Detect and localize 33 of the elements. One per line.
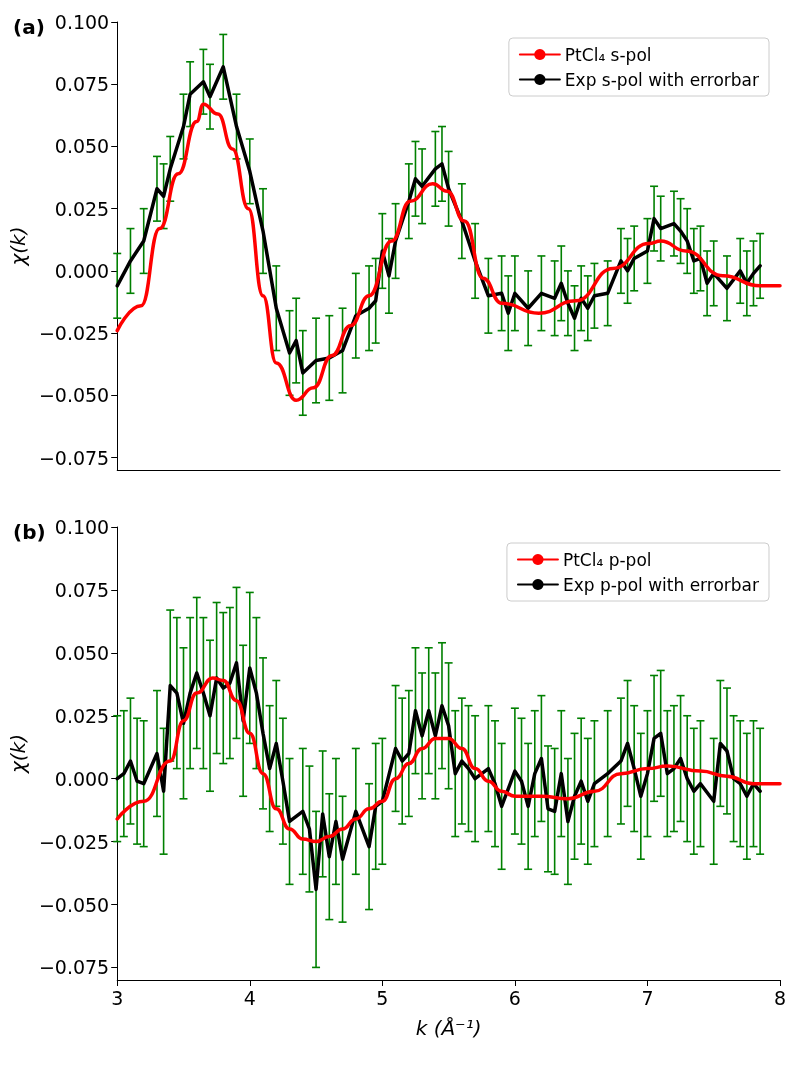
y-tick-label: −0.025: [38, 830, 110, 853]
y-axis-title: χ(k): [6, 733, 30, 775]
y-tick-label: 0.100: [54, 11, 110, 33]
y-tick-label: 0.000: [54, 259, 110, 282]
line-series: [115, 676, 782, 844]
y-tick-label: 0.075: [54, 73, 110, 96]
chart-title: (b): [13, 520, 46, 544]
x-tick-label: 6: [508, 986, 521, 1009]
y-tick-label: −0.075: [38, 446, 110, 469]
chart-title: (a): [13, 15, 45, 39]
y-tick-label: 0.050: [54, 135, 110, 158]
legend-label: Exp p-pol with errorbar: [562, 574, 760, 595]
y-tick-label: 0.025: [54, 197, 110, 220]
y-tick-label: −0.025: [38, 322, 110, 345]
legend-label: PtCl₄ p-pol: [562, 549, 652, 570]
y-tick-label: 0.075: [54, 578, 110, 601]
legend-label: Exp s-pol with errorbar: [564, 69, 760, 90]
y-tick-label: 0.050: [54, 641, 110, 664]
x-tick-label: 8: [773, 986, 787, 1009]
x-tick-label: 4: [243, 986, 256, 1009]
y-tick-label: −0.050: [38, 384, 110, 407]
y-tick-label: −0.075: [38, 956, 110, 979]
x-tick-label: 3: [111, 986, 124, 1009]
line-series: [115, 102, 782, 403]
x-tick-label: 5: [376, 986, 389, 1009]
y-tick-label: 0.025: [54, 704, 110, 727]
x-axis-title: k (Å⁻¹): [415, 1016, 482, 1040]
legend-label: PtCl₄ s-pol: [564, 44, 652, 65]
y-axis-title: χ(k): [6, 226, 30, 267]
x-tick-label: 7: [641, 986, 654, 1009]
y-tick-label: 0.000: [54, 767, 110, 790]
y-tick-label: −0.050: [38, 893, 110, 916]
y-tick-label: 0.100: [54, 516, 110, 538]
